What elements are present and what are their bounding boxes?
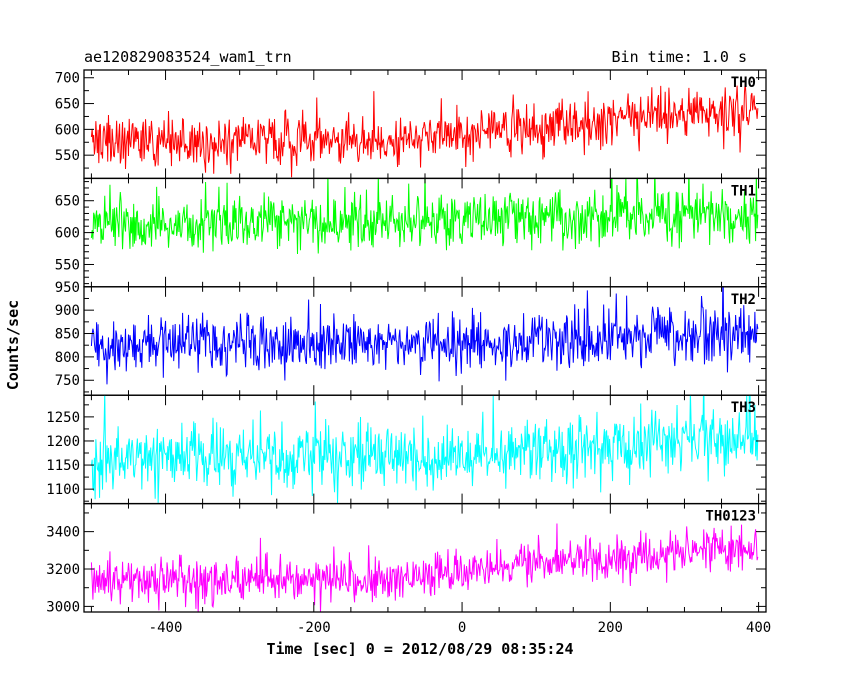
panels-group: 550 600 650 700 TH0 550 600 650 TH1 750 800 850 900 9…: [46, 69, 771, 636]
x-tick-label: 0: [458, 620, 466, 636]
x-tick-label: -400: [149, 620, 183, 636]
y-tick-label: 900: [55, 303, 80, 319]
panel-th2: 750 800 850 900 950 TH2: [55, 280, 767, 396]
panel-th3: 1100 1150 1200 1250 TH3: [46, 394, 767, 505]
x-tick-label: 400: [746, 620, 771, 636]
y-tick-label: 700: [55, 71, 80, 87]
y-tick-label: 1200: [46, 434, 80, 450]
panel-th0: 550 600 650 700 TH0: [55, 69, 767, 180]
y-tick-label: 600: [55, 226, 80, 242]
y-axis-label: Counts/sec: [4, 300, 22, 390]
series-line-th0123: [90, 523, 759, 613]
y-tick-label: 3200: [46, 562, 80, 578]
panel-label: TH1: [731, 183, 756, 199]
y-tick-label: 650: [55, 194, 80, 210]
panel-th1: 550 600 650 TH1: [55, 177, 767, 288]
x-tick-label: 200: [598, 620, 623, 636]
y-tick-label: 550: [55, 257, 80, 273]
panel-label: TH2: [731, 292, 756, 308]
series-line-th1: [90, 178, 759, 255]
y-tick-label: 950: [55, 280, 80, 296]
y-tick-label: 550: [55, 148, 80, 164]
x-tick-label: -200: [297, 620, 331, 636]
y-tick-label: 1100: [46, 482, 80, 498]
y-tick-label: 800: [55, 350, 80, 366]
chart-title-right: Bin time: 1.0 s: [612, 48, 747, 66]
series-line-th0: [90, 82, 759, 178]
y-tick-label: 1250: [46, 410, 80, 426]
series-line-th3: [90, 395, 759, 504]
y-tick-label: 650: [55, 97, 80, 113]
y-tick-label: 1150: [46, 458, 80, 474]
panel-th0123: 3000 3200 3400 TH0123: [46, 502, 767, 615]
y-tick-label: 3000: [46, 599, 80, 615]
y-tick-label: 850: [55, 327, 80, 343]
chart-title-left: ae120829083524_wam1_trn: [84, 48, 292, 66]
y-tick-label: 600: [55, 122, 80, 138]
x-axis-label: Time [sec] 0 = 2012/08/29 08:35:24: [266, 640, 573, 658]
panel-label: TH3: [731, 400, 756, 416]
panel-label: TH0123: [705, 509, 756, 525]
y-tick-label: 3400: [46, 525, 80, 541]
series-line-th2: [90, 286, 759, 385]
y-tick-label: 750: [55, 373, 80, 389]
panel-label: TH0: [731, 75, 756, 91]
